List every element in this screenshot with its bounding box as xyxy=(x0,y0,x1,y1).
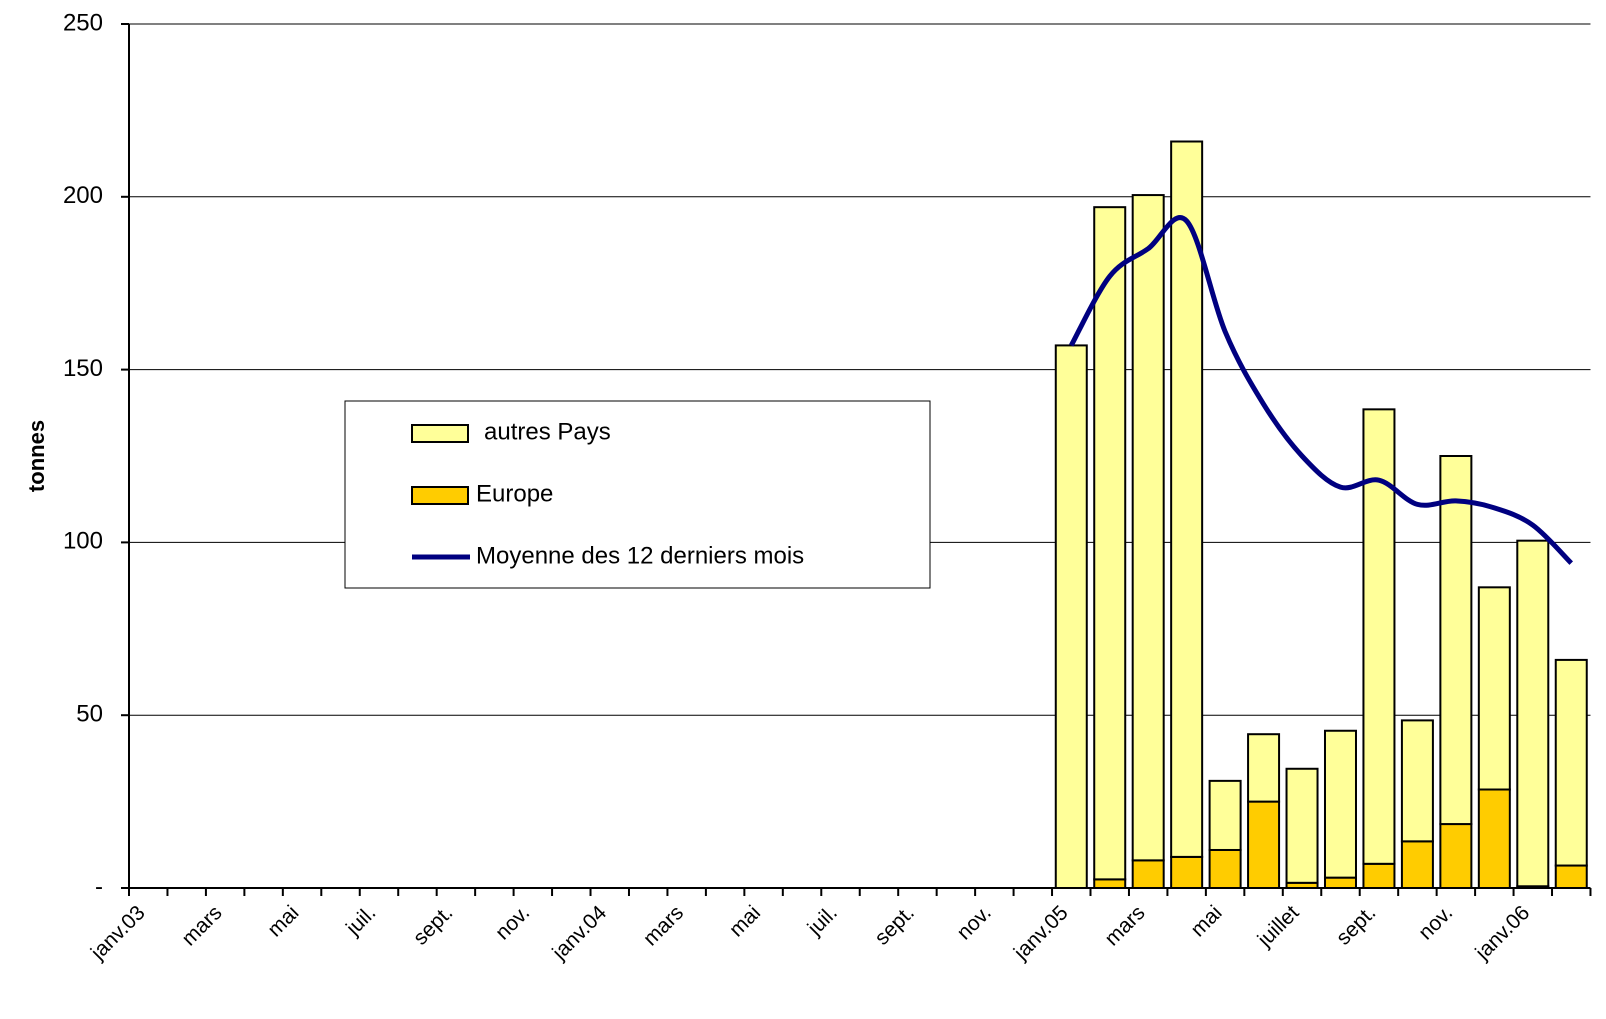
y-axis-label: tonnes xyxy=(24,420,49,492)
y-tick-label: 150 xyxy=(63,355,103,382)
bar xyxy=(1247,800,1281,889)
x-tick-label: mai xyxy=(725,901,765,941)
bar xyxy=(1400,719,1434,843)
bar xyxy=(1554,658,1588,867)
x-tick-label: sept. xyxy=(1332,901,1380,949)
legend-swatch xyxy=(411,424,469,443)
bar xyxy=(1477,788,1511,890)
bar xyxy=(1054,344,1088,889)
x-tick-label: janv.05 xyxy=(1009,901,1073,965)
bar xyxy=(1170,855,1204,889)
legend-swatch xyxy=(411,486,469,505)
x-tick-label: mai xyxy=(263,901,303,941)
x-tick-label: mai xyxy=(1186,901,1226,941)
x-tick-label: mars xyxy=(639,901,688,950)
legend-label: Moyenne des 12 derniers mois xyxy=(476,542,804,569)
bar xyxy=(1131,194,1165,862)
bar xyxy=(1362,408,1396,865)
x-tick-label: juillet xyxy=(1253,901,1304,952)
y-tick-label: 250 xyxy=(63,9,103,36)
bar xyxy=(1323,729,1357,879)
x-tick-label: nov. xyxy=(491,901,534,944)
y-tick-label: 100 xyxy=(63,528,103,555)
y-tick-label: 200 xyxy=(63,182,103,209)
x-tick-label: juil. xyxy=(341,901,380,940)
bar xyxy=(1170,140,1204,858)
legend-label: Europe xyxy=(476,480,553,507)
x-tick-label: mars xyxy=(177,901,226,950)
bar xyxy=(1285,767,1319,884)
x-tick-label: sept. xyxy=(870,901,918,949)
bar xyxy=(1400,840,1434,889)
x-tick-label: nov. xyxy=(953,901,996,944)
x-tick-label: janv.03 xyxy=(86,901,150,965)
bar xyxy=(1323,876,1357,890)
bar xyxy=(1208,779,1242,851)
x-tick-label: mars xyxy=(1100,901,1149,950)
legend: autres Pays Europe Moyenne des 12 derniers… xyxy=(344,400,931,589)
bar xyxy=(1093,206,1127,881)
bar xyxy=(1439,823,1473,890)
x-tick-label: juil. xyxy=(803,901,842,940)
x-tick-label: janv.06 xyxy=(1470,901,1534,965)
bar xyxy=(1093,878,1127,889)
y-tick-label: - xyxy=(95,873,103,900)
bar xyxy=(1208,848,1242,890)
legend-label: autres Pays xyxy=(484,418,611,445)
bar xyxy=(1362,862,1396,889)
bar xyxy=(1554,864,1588,890)
x-tick-label: nov. xyxy=(1414,901,1457,944)
line xyxy=(1069,215,1574,565)
bar xyxy=(1477,586,1511,791)
bar xyxy=(1131,859,1165,889)
bar xyxy=(1516,539,1550,888)
x-tick-label: janv.04 xyxy=(547,901,611,965)
bar xyxy=(1247,733,1281,803)
y-tick-label: 50 xyxy=(76,701,103,728)
x-tick-label: sept. xyxy=(409,901,457,949)
bar xyxy=(1439,455,1473,826)
